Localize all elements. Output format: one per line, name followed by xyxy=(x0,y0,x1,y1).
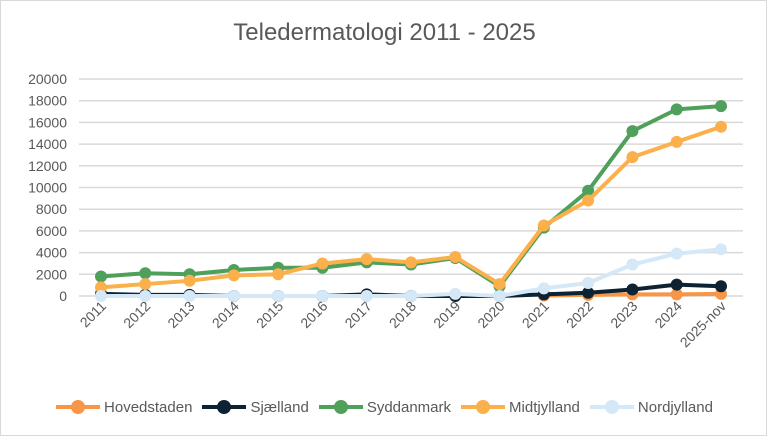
data-point xyxy=(715,120,727,133)
chart-title: Teledermatologi 2011 - 2025 xyxy=(233,19,536,46)
data-point xyxy=(95,281,107,294)
x-tick-label: 2016 xyxy=(297,298,330,331)
x-tick-label: 2018 xyxy=(386,298,419,331)
data-point xyxy=(449,287,462,300)
data-point xyxy=(582,286,595,299)
legend-label: Sjælland xyxy=(250,398,309,416)
series-midtjylland xyxy=(95,120,727,294)
data-point xyxy=(139,278,152,291)
data-point xyxy=(405,256,417,269)
data-point xyxy=(715,280,727,293)
series-nordjylland xyxy=(95,243,727,302)
y-tick-label: 16000 xyxy=(28,114,67,130)
legend-item: Hovedstaden xyxy=(56,397,192,417)
x-tick-label: 2022 xyxy=(563,298,596,331)
y-tick-label: 10000 xyxy=(28,180,67,196)
y-tick-label: 0 xyxy=(59,288,67,304)
data-point xyxy=(670,103,683,116)
data-point xyxy=(493,278,506,291)
legend-item: Syddanmark xyxy=(318,397,452,417)
data-point xyxy=(316,257,329,270)
legend-label: Midtjylland xyxy=(509,398,580,416)
data-point xyxy=(139,290,152,302)
legend-item: Nordjylland xyxy=(589,397,713,417)
data-point xyxy=(139,267,152,280)
x-tick-label: 2025-nov xyxy=(677,298,730,351)
x-tick-label: 2012 xyxy=(120,298,153,331)
legend-marker-icon xyxy=(461,397,506,417)
data-point xyxy=(582,184,595,197)
data-point xyxy=(582,194,595,207)
data-point xyxy=(626,283,639,296)
data-point xyxy=(626,125,639,138)
data-point xyxy=(670,288,683,301)
x-tick-label: 2013 xyxy=(164,298,197,331)
data-point xyxy=(360,253,373,266)
data-point xyxy=(670,135,683,148)
data-point xyxy=(183,274,196,287)
y-tick-label: 6000 xyxy=(36,223,67,239)
data-point xyxy=(582,276,595,289)
x-tick-label: 2015 xyxy=(253,298,286,331)
data-point xyxy=(715,100,727,113)
legend-marker-icon xyxy=(318,397,363,417)
data-point xyxy=(316,290,329,302)
x-tick-label: 2021 xyxy=(519,298,552,331)
legend-label: Syddanmark xyxy=(366,398,452,416)
data-point xyxy=(626,151,639,164)
x-tick-label: 2011 xyxy=(77,298,110,331)
data-point xyxy=(272,268,285,281)
data-point xyxy=(227,269,240,282)
data-point xyxy=(183,290,196,302)
data-point xyxy=(405,290,417,302)
y-tick-label: 20000 xyxy=(28,71,67,87)
legend-marker-icon xyxy=(56,397,101,417)
data-point xyxy=(670,278,683,291)
y-tick-label: 12000 xyxy=(28,158,67,174)
legend-marker-icon xyxy=(202,397,247,417)
data-point xyxy=(537,219,550,232)
legend-item: Midtjylland xyxy=(461,397,580,417)
y-tick-label: 2000 xyxy=(36,266,67,282)
data-point xyxy=(715,243,727,256)
legend: Hovedstaden Sjælland Syddanmark Midtjylland… xyxy=(1,397,766,417)
data-point xyxy=(272,290,285,302)
data-point xyxy=(227,290,240,302)
x-tick-label: 2020 xyxy=(474,298,507,331)
x-tick-label: 2014 xyxy=(209,298,242,331)
y-tick-label: 18000 xyxy=(28,93,67,109)
legend-label: Nordjylland xyxy=(637,398,713,416)
data-point xyxy=(626,258,639,271)
data-point xyxy=(670,247,683,260)
x-tick-label: 2017 xyxy=(341,298,374,331)
y-tick-label: 4000 xyxy=(36,245,67,261)
data-point xyxy=(493,290,506,302)
x-tick-label: 2023 xyxy=(607,298,640,331)
y-tick-label: 8000 xyxy=(36,201,67,217)
legend-marker-icon xyxy=(589,397,634,417)
legend-label: Hovedstaden xyxy=(104,398,193,416)
data-point xyxy=(449,250,462,263)
x-tick-label: 2024 xyxy=(651,298,684,331)
legend-item: Sjælland xyxy=(202,397,309,417)
data-point xyxy=(95,270,107,283)
y-tick-label: 14000 xyxy=(28,136,67,152)
data-point xyxy=(95,290,107,302)
x-tick-label: 2019 xyxy=(430,298,463,331)
data-point xyxy=(537,282,550,295)
data-point xyxy=(360,290,373,302)
